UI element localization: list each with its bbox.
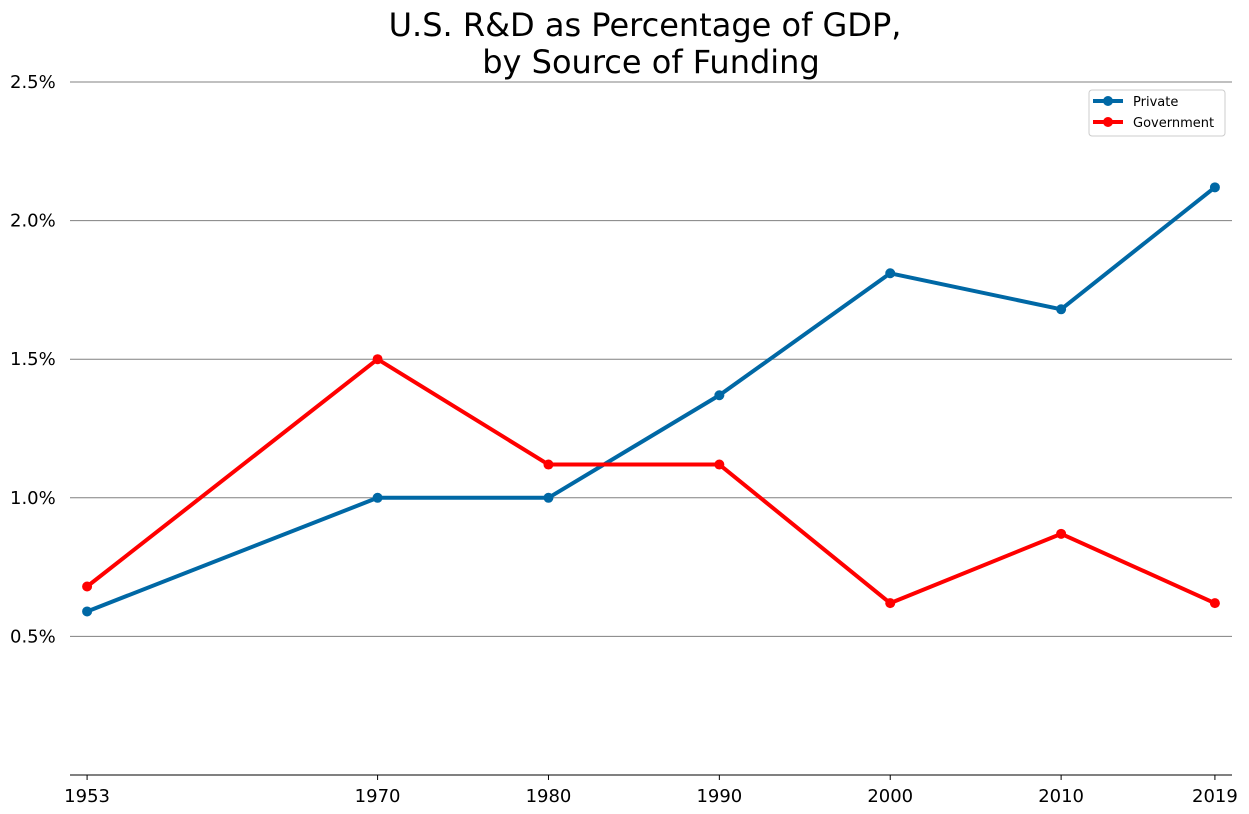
data-point-government	[885, 598, 896, 609]
data-point-government	[82, 581, 93, 592]
legend-marker-government	[1103, 117, 1113, 127]
x-tick-label: 2010	[1038, 786, 1084, 807]
y-axis-ticks: 0.5% 1.0% 1.5% 2.0% 2.5%	[10, 72, 56, 647]
x-tick-label: 1953	[64, 786, 110, 807]
series-line-private	[85, 185, 1217, 614]
data-point-private	[543, 492, 554, 503]
series-line-government	[85, 357, 1217, 606]
data-point-government	[1209, 598, 1220, 609]
x-tick-label: 2019	[1192, 786, 1238, 807]
data-point-private	[372, 492, 383, 503]
legend-label-private: Private	[1133, 95, 1178, 110]
series-lines	[82, 182, 1220, 617]
chart-title-line-2: by Source of Funding	[482, 43, 820, 81]
legend-item-private: Private	[1093, 95, 1178, 110]
data-point-private	[714, 390, 725, 401]
data-point-government	[1056, 528, 1067, 539]
y-tick-label: 1.5%	[10, 349, 56, 370]
y-tick-label: 0.5%	[10, 626, 56, 647]
y-tick-label: 1.0%	[10, 488, 56, 509]
data-point-private	[885, 268, 896, 279]
data-point-private	[1056, 304, 1067, 315]
chart-title-line-1: U.S. R&D as Percentage of GDP,	[389, 6, 902, 44]
y-tick-label: 2.0%	[10, 211, 56, 232]
grid-lines	[70, 81, 1232, 637]
data-point-government	[714, 459, 725, 470]
data-point-private	[82, 606, 93, 617]
data-point-government	[543, 459, 554, 470]
x-axis: 1953 1970 1980 1990 2000 2010 2019	[64, 774, 1238, 807]
x-tick-label: 2000	[867, 786, 913, 807]
data-point-private	[1209, 182, 1220, 193]
data-point-government	[372, 354, 383, 365]
legend-marker-private	[1103, 96, 1113, 106]
legend-label-government: Government	[1133, 116, 1214, 131]
series-private	[82, 182, 1220, 617]
legend: Private Government	[1088, 89, 1226, 137]
legend-item-government: Government	[1093, 116, 1214, 131]
x-tick-label: 1980	[526, 786, 572, 807]
y-tick-label: 2.5%	[10, 72, 56, 93]
x-tick-label: 1990	[696, 786, 742, 807]
x-tick-label: 1970	[355, 786, 401, 807]
series-government	[82, 354, 1220, 609]
